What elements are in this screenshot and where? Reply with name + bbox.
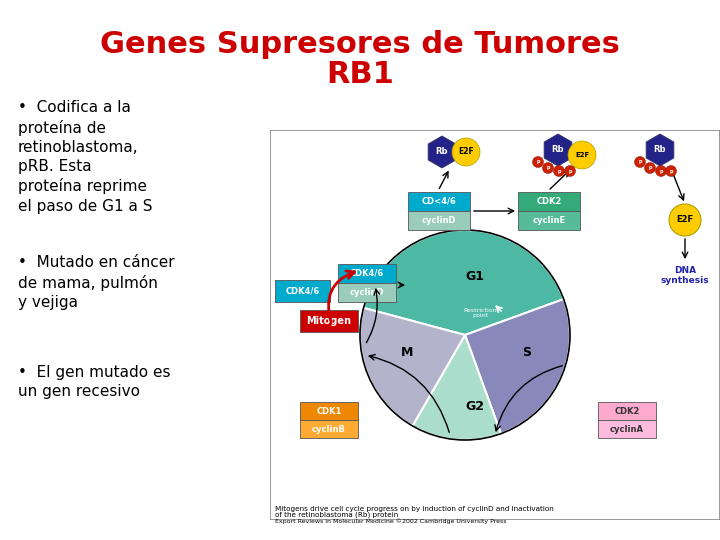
Wedge shape [465,299,570,434]
Text: p: p [660,168,662,173]
Circle shape [554,165,564,177]
Text: G2: G2 [466,401,485,414]
Bar [338,283,396,302]
Text: Rb: Rb [436,147,449,157]
Text: DNA
synthesis: DNA synthesis [661,266,709,286]
Circle shape [452,138,480,166]
Text: p: p [568,168,572,173]
Text: E2F: E2F [676,215,693,225]
Text: •  Mutado en cáncer
de mama, pulmón
y vejiga: • Mutado en cáncer de mama, pulmón y vej… [18,255,175,310]
Text: Mitogens drive cell cycle progress on by induction of cyclinD and inactivation: Mitogens drive cell cycle progress on by… [275,506,554,512]
Bar [275,280,330,302]
Text: p: p [638,159,642,165]
Circle shape [542,163,554,173]
Text: CD<4/6: CD<4/6 [422,197,456,206]
Bar [300,420,358,438]
Text: CDK4/6: CDK4/6 [285,287,320,295]
Text: •  Codifica a la
proteína de
retinoblastoma,
pRB. Esta
proteína reprime
el paso : • Codifica a la proteína de retinoblasto… [18,100,153,214]
Polygon shape [544,134,572,166]
Text: CDK2: CDK2 [614,407,639,415]
Text: Mitogen: Mitogen [307,316,351,326]
Text: cyclinD: cyclinD [350,288,384,297]
Text: Export Reviews in Molecular Medicine ©2002 Cambridge University Press: Export Reviews in Molecular Medicine ©20… [275,518,506,524]
Text: CDK1: CDK1 [316,407,342,415]
Bar [338,264,396,283]
Wedge shape [364,230,564,335]
Text: Rb: Rb [654,145,666,154]
Bar [300,402,358,420]
Bar [518,192,580,211]
Text: S: S [523,347,531,360]
FancyArrowPatch shape [328,271,354,322]
Polygon shape [428,136,456,168]
Text: RB1: RB1 [326,60,394,89]
Text: CDK4/6: CDK4/6 [350,269,384,278]
Bar [408,192,470,211]
Bar [598,420,656,438]
Bar [300,310,358,332]
Circle shape [564,165,575,177]
Text: CDK2: CDK2 [536,197,562,206]
Text: Genes Supresores de Tumores: Genes Supresores de Tumores [100,30,620,59]
Wedge shape [360,308,465,426]
Wedge shape [413,335,501,440]
Circle shape [669,204,701,236]
Text: p: p [546,165,550,171]
Text: p: p [557,168,561,173]
Circle shape [655,165,667,177]
Text: M: M [401,347,413,360]
Text: Rb: Rb [552,145,564,154]
Bar [518,211,580,230]
Text: •  El gen mutado es
un gen recesivo: • El gen mutado es un gen recesivo [18,365,171,399]
Text: of the retinoblastoma (Rb) protein: of the retinoblastoma (Rb) protein [275,512,398,518]
Text: p: p [648,165,652,171]
Text: cyclinA: cyclinA [610,424,644,434]
Bar [598,402,656,420]
Text: p: p [670,168,672,173]
Text: cyclinD: cyclinD [422,216,456,225]
Circle shape [533,157,544,167]
Text: Restriction
point: Restriction point [463,308,497,319]
Circle shape [665,165,677,177]
Circle shape [634,157,646,167]
Circle shape [568,141,596,169]
Text: G1: G1 [466,271,485,284]
Text: cyclinB: cyclinB [312,424,346,434]
Polygon shape [646,134,674,166]
Text: cyclinE: cyclinE [532,216,566,225]
Text: p: p [536,159,540,165]
Circle shape [644,163,655,173]
Text: E2F: E2F [575,152,589,158]
Text: E2F: E2F [458,147,474,157]
Bar [408,211,470,230]
